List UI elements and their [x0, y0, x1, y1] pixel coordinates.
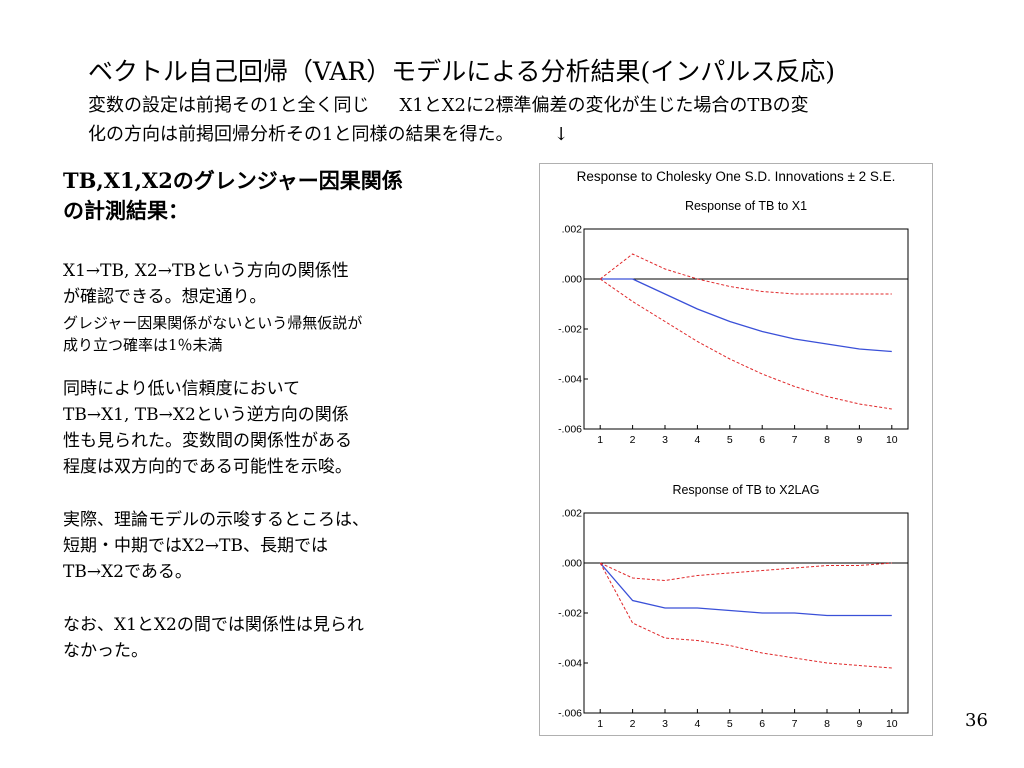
panel-2-lower-2se-line — [599, 562, 892, 669]
heading-line2: の計測結果： — [63, 198, 189, 223]
panel-1-x-tick-label: 9 — [856, 434, 862, 446]
panel-1-x-tick-label: 5 — [727, 434, 733, 446]
subtitle-line2: 化の方向は前掲回帰分析その1と同様の結果を得た。 — [88, 124, 514, 145]
panel-2-upper-2se-line — [599, 562, 892, 582]
panel-1-title: Response of TB to X1 — [685, 199, 807, 213]
panel-1-y-tick-label: -.004 — [558, 374, 582, 386]
p3-line3: TB→X2である。 — [63, 562, 192, 582]
p2-line4: 程度は双方向的である可能性を示唆。 — [63, 457, 352, 477]
finding-note: グレジャー因果関係がないという帰無仮説が 成り立つ確率は1％未満 — [63, 312, 463, 356]
panel-2-x-tick-label: 8 — [824, 718, 830, 730]
panel-2-x-tick-label: 4 — [694, 718, 700, 730]
panel-1-plot-frame — [583, 228, 909, 430]
p2-line3: 性も見られた。変数間の関係性がある — [63, 431, 352, 451]
panel-2-response-line — [599, 562, 892, 617]
panel-2-y-tick-label: -.002 — [558, 608, 582, 620]
panel-2-x-tick-label: 1 — [597, 718, 603, 730]
finding-paragraph-3: 実際、理論モデルの示唆するところは、 短期・中期ではX2→TB、長期では TB→… — [63, 507, 463, 585]
heading-line1: TB,X1,X2のグレンジャー因果関係 — [63, 168, 403, 193]
impulse-response-figure: Response to Cholesky One S.D. Innovation… — [539, 163, 933, 736]
subtitle-line1-a: 変数の設定は前掲その1と全く同じ — [88, 95, 370, 116]
page-number: 36 — [965, 710, 988, 731]
panel-1-y-tick-label: -.006 — [558, 424, 582, 436]
p1-note-line2: 成り立つ確率は1％未満 — [63, 336, 223, 354]
p4-line1: なお、X1とX2の間では関係性は見られ — [63, 615, 364, 635]
panel-1-x-tick-label: 3 — [662, 434, 668, 446]
panel-1-x-tick-label: 8 — [824, 434, 830, 446]
p4-line2: なかった。 — [63, 641, 148, 661]
panel-2-x-tick-label: 10 — [886, 718, 898, 730]
p1-note-line1: グレジャー因果関係がないという帰無仮説が — [63, 314, 363, 332]
panel-1-lower-2se-line — [599, 278, 892, 410]
slide-subtitle: 変数の設定は前掲その1と全く同じ X1とX2に2標準偏差の変化が生じた場合のTBの… — [88, 91, 948, 149]
panel-1-x-tick-label: 2 — [630, 434, 636, 446]
panel-2-x-tick-label: 9 — [856, 718, 862, 730]
panel-1-x-tick-label: 6 — [759, 434, 765, 446]
panel-1-upper-2se-line — [599, 253, 892, 295]
figure-header: Response to Cholesky One S.D. Innovation… — [577, 169, 896, 184]
panel-2-x-tick-label: 7 — [792, 718, 798, 730]
panel-2-x-tick-label: 6 — [759, 718, 765, 730]
finding-paragraph-4: なお、X1とX2の間では関係性は見られ なかった。 — [63, 612, 463, 664]
p3-line1: 実際、理論モデルの示唆するところは、 — [63, 510, 369, 530]
p2-line2: TB→X1, TB→X2という逆方向の関係 — [63, 405, 349, 425]
finding-paragraph-2: 同時により低い信頼度において TB→X1, TB→X2という逆方向の関係 性も見… — [63, 376, 463, 480]
granger-heading: TB,X1,X2のグレンジャー因果関係 の計測結果： — [63, 166, 463, 226]
p1-line1: X1→TB, X2→TBという方向の関係性 — [63, 261, 349, 281]
impulse-response-svg: Response to Cholesky One S.D. Innovation… — [558, 169, 909, 730]
p1-line2: が確認できる。想定通り。 — [63, 287, 267, 307]
panel-1-x-tick-label: 7 — [792, 434, 798, 446]
panel-1-y-tick-label: .000 — [562, 274, 583, 286]
panel-2-title: Response of TB to X2LAG — [672, 483, 819, 497]
down-arrow-icon: ↓ — [553, 124, 569, 145]
panel-2-x-tick-label: 2 — [630, 718, 636, 730]
panel-2-y-tick-label: -.006 — [558, 708, 582, 720]
slide-title: ベクトル自己回帰（VAR）モデルによる分析結果(インパルス反応) — [88, 57, 835, 86]
panel-1-y-tick-label: .002 — [562, 224, 583, 236]
panel-2-y-tick-label: .002 — [562, 508, 583, 520]
panel-1-x-tick-label: 4 — [694, 434, 700, 446]
panel-2-x-tick-label: 5 — [727, 718, 733, 730]
panel-2-plot-frame — [583, 512, 909, 714]
finding-paragraph-1: X1→TB, X2→TBという方向の関係性 が確認できる。想定通り。 — [63, 258, 463, 310]
panel-1-x-tick-label: 10 — [886, 434, 898, 446]
panel-2-y-tick-label: .000 — [562, 558, 583, 570]
panel-1-y-tick-label: -.002 — [558, 324, 582, 336]
panel-2-x-tick-label: 3 — [662, 718, 668, 730]
p3-line2: 短期・中期ではX2→TB、長期では — [63, 536, 328, 556]
panel-1-response-line — [600, 278, 892, 353]
p2-line1: 同時により低い信頼度において — [63, 379, 301, 399]
panel-2-y-tick-label: -.004 — [558, 658, 582, 670]
left-text-column: TB,X1,X2のグレンジャー因果関係 の計測結果： X1→TB, X2→TBと… — [63, 166, 463, 664]
panel-1-x-tick-label: 1 — [597, 434, 603, 446]
subtitle-line1-b: X1とX2に2標準偏差の変化が生じた場合のTBの変 — [399, 95, 809, 116]
